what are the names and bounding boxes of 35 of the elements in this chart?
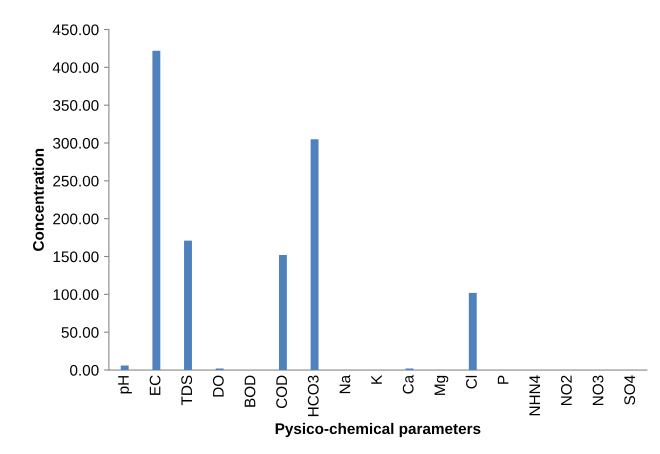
x-tick-label: NHN4 — [529, 375, 540, 416]
x-tick-label: Na — [340, 374, 350, 394]
x-tick-label: TDS — [181, 376, 192, 406]
bar — [120, 365, 129, 370]
x-tick-label: Mg — [434, 376, 448, 395]
bar — [278, 254, 287, 370]
bar — [152, 50, 160, 370]
y-tick-label: 400.00 — [52, 62, 99, 74]
y-tick-label: 450.00 — [52, 24, 99, 36]
x-axis-title: Pysico-chemical parameters — [276, 422, 480, 438]
x-tick-label: NO3 — [592, 376, 604, 406]
x-tick-label: BOD — [244, 376, 256, 407]
x-tick-label: HCO3 — [308, 376, 319, 416]
y-tick-label: 350.00 — [53, 100, 99, 111]
x-tick-label: NO2 — [560, 376, 572, 406]
x-tick-label: Ca — [402, 374, 414, 394]
y-tick-label: 0.00 — [70, 364, 99, 376]
x-tick-label: Cl — [466, 376, 477, 389]
x-tick-label: EC — [150, 375, 160, 395]
x-tick-label: SO4 — [624, 375, 636, 405]
x-tick-label: DO — [212, 376, 224, 397]
bar — [468, 292, 477, 370]
y-tick-label: 50.00 — [62, 327, 99, 338]
y-tick-label: 200.00 — [53, 214, 99, 224]
x-tick-label: P — [498, 376, 508, 384]
y-axis-title: Concentration — [32, 148, 44, 251]
y-tick-label: 100.00 — [54, 289, 99, 300]
bar — [184, 240, 192, 370]
bar — [310, 139, 319, 370]
y-tick-label: 150.00 — [54, 251, 99, 262]
y-tick-label: 250.00 — [53, 176, 99, 187]
y-tick-label: 300.00 — [53, 138, 99, 149]
x-tick-label: COD — [276, 376, 288, 408]
x-tick-label: K — [371, 375, 382, 384]
x-tick-label: pH — [118, 376, 132, 394]
